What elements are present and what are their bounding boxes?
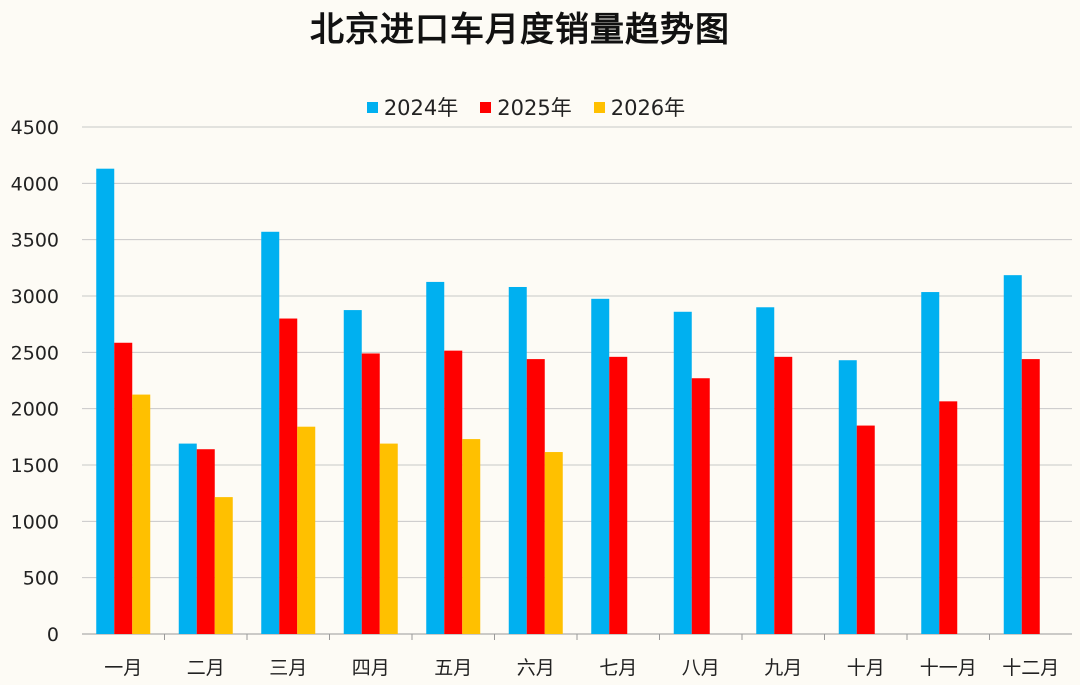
x-category-label: 七月 bbox=[599, 657, 637, 679]
bar-2024年-二月 bbox=[178, 443, 197, 634]
axis-layer: 0 500 1000 1500 2000 2500 3000 3500 4000 4500 一月 二月… bbox=[11, 117, 1060, 679]
bar-layer bbox=[96, 168, 1040, 635]
x-category-label: 六月 bbox=[517, 657, 555, 679]
bar-2025年-二月 bbox=[196, 449, 215, 634]
bar-2024年-一月 bbox=[96, 168, 115, 635]
legend-swatch-2026 bbox=[593, 101, 605, 113]
y-tick-label: 3500 bbox=[11, 230, 59, 252]
x-category-label: 八月 bbox=[682, 657, 720, 679]
legend-label-2024: 2024年 bbox=[383, 96, 459, 120]
bar-2026年-五月 bbox=[462, 439, 481, 634]
bar-2024年-五月 bbox=[426, 281, 445, 634]
x-category-label: 五月 bbox=[434, 657, 472, 679]
chart-title: 北京进口车月度销量趋势图 bbox=[310, 10, 730, 50]
y-tick-label: 2500 bbox=[11, 342, 59, 364]
bar-2025年-四月 bbox=[361, 353, 380, 634]
bar-2024年-七月 bbox=[591, 298, 610, 634]
bar-2024年-四月 bbox=[343, 310, 362, 634]
bar-2025年-十二月 bbox=[1021, 359, 1040, 634]
legend-item-2025: 2025年 bbox=[480, 92, 572, 122]
legend-swatch-2025 bbox=[480, 101, 492, 113]
x-category-label: 十一月 bbox=[920, 657, 977, 679]
bar-2026年-三月 bbox=[297, 426, 316, 634]
bar-2025年-十一月 bbox=[939, 401, 958, 634]
legend-swatch-2024 bbox=[366, 101, 378, 113]
y-tick-label: 1500 bbox=[11, 455, 59, 477]
legend-label-2025: 2025年 bbox=[497, 96, 572, 120]
legend-item-2026: 2026年 bbox=[593, 92, 686, 122]
y-tick-label: 4000 bbox=[11, 173, 59, 195]
bar-2025年-十月 bbox=[856, 425, 875, 634]
bar-2025年-一月 bbox=[114, 342, 133, 634]
y-tick-label: 3000 bbox=[11, 286, 59, 308]
bar-2026年-四月 bbox=[379, 443, 398, 634]
x-category-label: 二月 bbox=[187, 657, 225, 679]
legend: 2024年 2025年 2026年 bbox=[0, 92, 1052, 122]
legend-label-2026: 2026年 bbox=[610, 96, 686, 120]
bar-2026年-六月 bbox=[544, 452, 563, 634]
y-tick-label: 2000 bbox=[11, 399, 59, 421]
x-category-label: 一月 bbox=[104, 657, 142, 679]
bar-2024年-十一月 bbox=[921, 292, 940, 634]
bar-2024年-十月 bbox=[838, 360, 857, 634]
bar-2026年-二月 bbox=[214, 497, 233, 634]
y-tick-label: 0 bbox=[47, 624, 59, 646]
y-tick-label: 500 bbox=[23, 568, 59, 590]
bar-2025年-九月 bbox=[774, 356, 793, 634]
bar-2025年-五月 bbox=[444, 350, 463, 634]
bar-2024年-十二月 bbox=[1003, 275, 1022, 634]
bar-2024年-八月 bbox=[673, 311, 692, 634]
y-tick-label: 4500 bbox=[11, 117, 59, 139]
y-tick-label: 1000 bbox=[11, 511, 59, 533]
bar-2025年-八月 bbox=[691, 378, 710, 634]
bar-2024年-三月 bbox=[261, 231, 280, 634]
x-category-label: 十二月 bbox=[1002, 657, 1059, 679]
bar-2025年-七月 bbox=[609, 356, 628, 634]
bar-2025年-三月 bbox=[279, 318, 298, 634]
legend-item-2024: 2024年 bbox=[366, 92, 459, 122]
bar-2024年-九月 bbox=[756, 307, 775, 634]
x-category-label: 九月 bbox=[764, 657, 802, 679]
x-category-label: 十月 bbox=[847, 657, 885, 679]
bar-2025年-六月 bbox=[526, 359, 545, 634]
bar-2026年-一月 bbox=[132, 394, 151, 634]
bar-2024年-六月 bbox=[508, 286, 527, 634]
x-category-label: 四月 bbox=[352, 657, 390, 679]
x-category-label: 三月 bbox=[269, 657, 307, 679]
